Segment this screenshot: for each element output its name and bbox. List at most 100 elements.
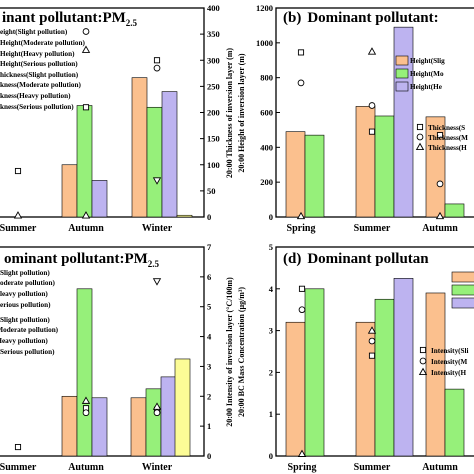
panel-b-tick-label-5: 1000 [256, 38, 273, 48]
panel-a-title: inant pollutant:PM2.5 [2, 10, 138, 28]
panel-a-legend-label-6: kness(Heavy pollution) [0, 92, 71, 100]
panel-d-legend-marker-1 [419, 357, 427, 365]
panel-b-category-label-2: Autumn [422, 223, 458, 234]
panel-b-legend-swatch-1 [395, 68, 409, 79]
panel-b-bar-2-1 [393, 26, 414, 218]
panel-b-legend-marker-1 [416, 133, 424, 141]
panel-d-x-axis-labels: Spring Summer Autumn [288, 462, 459, 473]
panel-b-title: (b) Dominant pollutant: [283, 10, 439, 26]
panel-c-bar-2-2 [160, 376, 177, 457]
panel-c-marker-3 [81, 396, 91, 404]
panel-c: 0 1 2 3 4 5 6 7 ominant pollutant:PM2.5 Slight … [0, 242, 234, 473]
panel-d-tick-label-4: 4 [269, 284, 274, 294]
panel-c-tick-label-3: 3 [207, 361, 211, 371]
panel-d-marker-3 [368, 352, 376, 359]
panel-b-tick-label-2: 400 [260, 142, 273, 152]
panel-c-legend-label-4: Slight pollution) [0, 316, 50, 324]
panel-c-legend-label-7: Serious pollution) [0, 348, 55, 356]
panel-c-legend-label-3: erious pollution) [0, 301, 51, 309]
panel-a: 0 50 100 150 200 250 300 350 400 inant pollutant… [0, 3, 234, 234]
panel-b-legend-label-1: Height(Mo [410, 70, 444, 78]
panel-a-legend: eight(Slight pollution) Height(Moderate p… [0, 28, 85, 111]
panel-c-marker-2 [82, 409, 90, 417]
panel-a-tick-label-6: 300 [207, 55, 220, 65]
panel-b-bar-1-2 [444, 203, 465, 218]
panel-b-legend-label-2: Height(He [410, 83, 442, 91]
panel-c-x-axis-labels: Summer Autumn Winter [0, 462, 173, 473]
panel-c-markers [14, 278, 162, 451]
panel-d-legend-swatch-1 [451, 284, 474, 296]
panel-b-tick-label-6: 1200 [256, 3, 273, 13]
panel-b-bar-1-0 [304, 134, 325, 218]
panel-c-bar-2-1 [91, 397, 108, 457]
panel-c-tick-label-5: 5 [207, 302, 211, 312]
panel-c-marker-6 [152, 278, 162, 286]
panel-b-legend-label-5: Thickness(H [428, 144, 467, 152]
panel-d-legend: Intensity(Sli Intensity(M Intensity(H [418, 271, 474, 377]
panel-c-bars [61, 288, 191, 457]
panel-c-category-label-2: Winter [142, 462, 173, 473]
panel-b-legend: Height(Slig Height(Mo Height(He Thickness(S… [395, 55, 468, 152]
panel-c-marker-5 [153, 409, 161, 417]
panel-d-markers [297, 285, 377, 457]
panel-b-legend-swatch-2 [395, 81, 409, 92]
panel-a-marker-7 [81, 211, 91, 219]
panel-d-title: (d) Dominant pollutan [283, 251, 429, 267]
panel-b-marker-8 [435, 211, 445, 220]
panel-c-bar-0-1 [61, 395, 78, 457]
panel-d-marker-5 [367, 326, 377, 334]
panel-b-category-label-0: Spring [287, 223, 316, 234]
panel-b-legend-marker-0 [416, 123, 424, 131]
panel-d-tick-label-0: 0 [269, 451, 273, 461]
panel-b-marker-5 [367, 47, 377, 55]
panel-a-tick-label-1: 50 [207, 186, 216, 196]
panel-d-category-label-1: Summer [354, 462, 391, 473]
panel-b-marker-2 [296, 211, 306, 220]
panel-d-bar-1-0 [304, 288, 325, 457]
panel-c-tick-label-0: 0 [207, 451, 211, 461]
panel-b: 0 200 400 600 800 1000 1200 (b) Dominant pollut… [237, 3, 474, 234]
panel-a-tick-label-8: 400 [207, 3, 220, 13]
panel-a-legend-label-5: kness(Moderate pollution) [0, 81, 81, 89]
panel-b-marker-7 [436, 180, 444, 188]
panel-a-marker-6 [152, 177, 162, 185]
panel-c-bar-1-2 [145, 388, 162, 457]
panel-c-right-axis-ticks: 0 1 2 3 4 5 6 7 [200, 242, 212, 461]
panel-d-y-axis-label: 20:00 BC Mass Concentration (μg/m³) [237, 287, 246, 417]
panel-b-marker-4 [368, 102, 376, 109]
panel-d-legend-swatch-0 [451, 271, 474, 283]
panel-a-category-label-0: Summer [0, 223, 37, 234]
panel-d-tick-label-2: 2 [269, 367, 273, 377]
panel-c-tick-label-1: 1 [207, 421, 211, 431]
panel-d-marker-0 [298, 285, 306, 292]
panel-a-bar-1-1 [76, 105, 93, 218]
panel-d-legend-label-2: Intensity(H [431, 369, 467, 377]
panel-a-tick-label-2: 100 [207, 160, 220, 170]
panel-b-marker-0 [297, 49, 305, 56]
panel-a-legend-label-4: hickness(Slight pollution) [0, 71, 79, 79]
panel-d-category-label-2: Autumn [422, 462, 458, 473]
panel-c-legend-label-6: (Heavy pollution) [0, 337, 48, 345]
panel-a-marker-1 [82, 104, 90, 111]
panel-a-markers [13, 28, 162, 219]
panel-d: 0 1 2 3 4 5 (d) Dominant pollutan Intensity(Sl… [237, 242, 474, 473]
panel-b-bar-1-1 [374, 115, 395, 218]
panel-c-tick-label-6: 6 [207, 272, 211, 282]
panel-d-tick-label-1: 1 [269, 409, 273, 419]
panel-d-marker-2 [297, 449, 307, 457]
panel-d-tick-label-5: 5 [269, 242, 273, 252]
panel-a-legend-label-1: Height(Moderate pollution) [0, 39, 85, 47]
panel-b-category-label-1: Summer [354, 223, 391, 234]
panel-a-tick-label-5: 250 [207, 81, 220, 91]
panel-c-right-axis-label: 20:00 Intensity of inversion layer (°C/1… [225, 277, 234, 427]
panel-a-bar-2-2 [161, 91, 178, 218]
panel-a-bar-0-2 [131, 77, 148, 218]
panel-c-legend-label-2: leavy pollution) [0, 290, 48, 298]
panel-c-bar-1-1 [76, 288, 93, 457]
panel-c-bar-0-2 [130, 397, 147, 457]
panel-c-tick-label-7: 7 [207, 242, 212, 252]
panel-d-category-label-0: Spring [288, 462, 317, 473]
panel-a-x-axis-labels: Summer Autumn Winter [0, 223, 173, 234]
panel-d-marker-4 [368, 337, 376, 345]
panel-a-category-label-1: Autumn [68, 223, 104, 234]
